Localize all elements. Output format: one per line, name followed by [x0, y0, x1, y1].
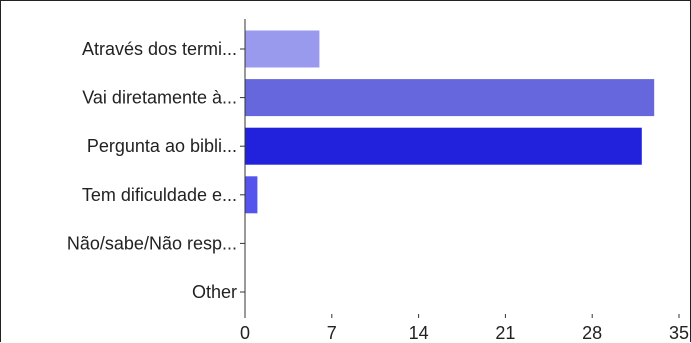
x-tick-label: 28	[582, 323, 602, 343]
x-tick-label: 7	[327, 323, 337, 343]
bar	[245, 127, 642, 165]
x-tick-label: 14	[409, 323, 429, 343]
category-label: Pergunta ao bibli...	[87, 136, 237, 156]
category-labels: Através dos termi... Vai diretamente à...…	[67, 39, 245, 302]
bar	[245, 79, 655, 117]
axes: 0 7 14 21 28 35	[240, 19, 689, 343]
bars-layer	[245, 30, 655, 214]
category-label: Other	[192, 282, 237, 302]
bar	[245, 176, 258, 214]
x-tick-label: 35	[669, 323, 689, 343]
bar	[245, 30, 320, 68]
category-label: Tem dificuldade e...	[82, 185, 237, 205]
category-label: Não/sabe/Não resp...	[67, 233, 237, 253]
x-tick-label: 21	[495, 323, 515, 343]
category-label: Através dos termi...	[82, 39, 237, 59]
x-tick-label: 0	[240, 323, 250, 343]
category-label: Vai diretamente à...	[82, 88, 237, 108]
